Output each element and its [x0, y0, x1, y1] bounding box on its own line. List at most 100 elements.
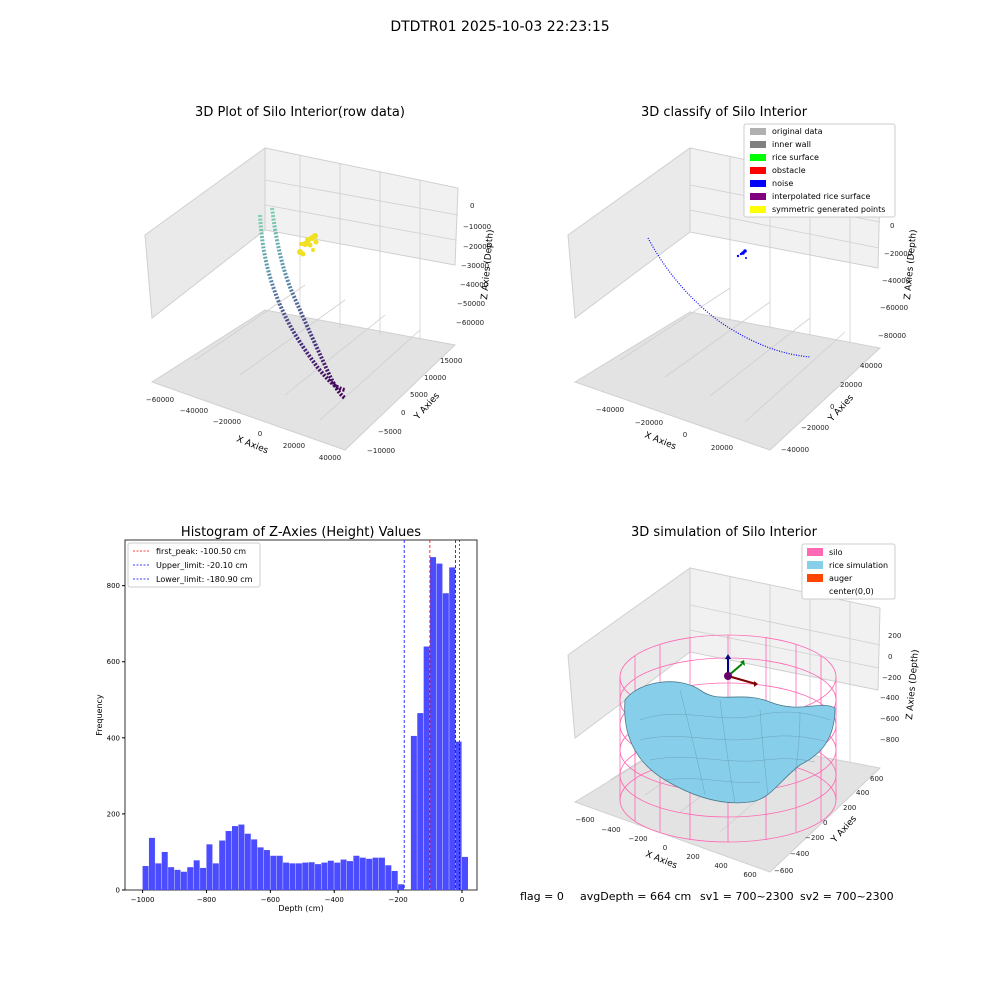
sim-ztick: 0 [888, 653, 892, 661]
hist-bar [423, 646, 430, 890]
legend-label-obstacle: obstacle [772, 166, 806, 175]
footer-avg-depth: avgDepth = 664 cm [580, 890, 691, 903]
classify-noise-cluster [736, 249, 747, 259]
panel-raw-3d-plot: 3D Plot of Silo Interior(row data) −6000… [144, 105, 496, 462]
sim-ytick: −200 [805, 834, 824, 842]
raw-ztick: −10000 [463, 223, 491, 231]
legend-label-center: center(0,0) [829, 587, 874, 596]
footer-flag: flag = 0 [520, 890, 564, 903]
raw-xtick: 20000 [283, 442, 305, 450]
hist-bar [142, 866, 149, 890]
raw-plot-title: 3D Plot of Silo Interior(row data) [195, 105, 405, 120]
sim-xtick: −200 [628, 835, 647, 843]
sim-center-axes [724, 654, 758, 687]
hist-xtick-label: 0 [460, 896, 464, 904]
hist-bar [206, 844, 213, 890]
hist-xtick-label: −200 [388, 896, 407, 904]
hist-bar [161, 851, 168, 890]
legend-label-rice-surface: rice surface [772, 153, 819, 162]
sim-ytick: 400 [856, 789, 869, 797]
hist-bar [391, 870, 398, 890]
hist-yticks: 0 200 400 600 800 [107, 582, 125, 895]
hist-xlabel: Depth (cm) [278, 904, 323, 913]
legend-swatch-inner-wall [750, 141, 766, 148]
hist-bar [244, 833, 251, 890]
sim-ytick: −600 [774, 867, 793, 875]
raw-xtick: 40000 [319, 454, 341, 462]
hist-bar [455, 741, 462, 890]
classify-ytick: 0 [830, 403, 834, 411]
legend-label-noise: noise [772, 179, 793, 188]
hist-bar [276, 855, 283, 890]
hist-bar [372, 857, 379, 890]
footer-sv2: sv2 = 700~2300 [800, 890, 894, 903]
hist-bar [321, 862, 328, 890]
hist-bar [168, 867, 175, 890]
raw-xtick: −40000 [180, 407, 208, 415]
hist-bar [334, 862, 341, 890]
hist-bar [289, 863, 296, 890]
sim-ztick: 200 [888, 632, 901, 640]
classify-xtick: 0 [683, 431, 687, 439]
raw-xtick: −20000 [213, 418, 241, 426]
hist-bar [180, 871, 187, 890]
classify-legend: original data inner wall rice surface ob… [743, 123, 896, 218]
sim-xtick: 200 [686, 853, 699, 861]
hist-bar [398, 884, 405, 890]
hist-xtick-label: −400 [325, 896, 344, 904]
classify-title: 3D classify of Silo Interior [641, 105, 808, 120]
hist-bar [187, 867, 194, 890]
hist-bar [346, 861, 353, 890]
sim-ztick: −600 [880, 715, 899, 723]
hist-bar [251, 839, 258, 890]
hist-bar [232, 826, 238, 890]
sim-ytick: −400 [790, 850, 809, 858]
sim-xtick: −400 [601, 826, 620, 834]
legend-label-silo: silo [829, 548, 843, 557]
legend-swatch-auger [807, 574, 823, 582]
legend-swatch-silo [807, 548, 823, 556]
sim-xtick: 400 [714, 862, 727, 870]
hist-ytick-label: 400 [107, 734, 120, 742]
hist-bar [174, 869, 181, 890]
hist-ylabel: Frequency [95, 694, 104, 736]
hist-legend: first_peak: -100.50 cm Upper_limit: -20.… [127, 542, 261, 588]
legend-swatch-rice-surface [750, 154, 766, 161]
hist-xtick-label: −800 [197, 896, 216, 904]
hist-bar [410, 735, 417, 890]
sim-ytick: 600 [870, 775, 883, 783]
classify-ztick: −20000 [884, 250, 912, 258]
hist-title: Histogram of Z-Axies (Height) Values [181, 525, 421, 540]
sim-ztick: −400 [880, 694, 899, 702]
footer-sv1: sv1 = 700~2300 [700, 890, 794, 903]
hist-xtick-label: −1000 [131, 896, 155, 904]
hist-bar [449, 567, 456, 890]
hist-bar [257, 847, 264, 890]
raw-trace-left [258, 214, 346, 392]
classify-zlabel: Z Axies (Depth) [903, 229, 919, 300]
hist-bar [219, 840, 226, 890]
classify-xtick: 20000 [711, 444, 733, 452]
legend-label-auger: auger [829, 574, 853, 583]
sim-ytick: 0 [823, 819, 827, 827]
classify-pane-floor [573, 311, 882, 451]
hist-ytick-label: 800 [107, 582, 120, 590]
hist-bar [270, 855, 277, 890]
raw-ytick: 10000 [424, 374, 446, 382]
sim-zlabel: Z Axies (Depth) [905, 649, 921, 720]
hist-bar [417, 713, 424, 890]
classify-ztick: −80000 [878, 332, 906, 340]
hist-xtick-label: −600 [261, 896, 280, 904]
raw-ytick: −5000 [378, 428, 402, 436]
hist-bar [378, 857, 385, 890]
hist-bar [308, 862, 315, 890]
hist-bar [442, 593, 449, 890]
legend-label-lower-limit: Lower_limit: -180.90 cm [156, 575, 253, 584]
classify-ztick: −40000 [882, 277, 910, 285]
hist-bar [385, 865, 392, 890]
hist-bar [327, 860, 334, 890]
raw-ztick: −20000 [463, 243, 491, 251]
raw-pane-back [264, 147, 459, 266]
hist-bar [225, 831, 232, 890]
